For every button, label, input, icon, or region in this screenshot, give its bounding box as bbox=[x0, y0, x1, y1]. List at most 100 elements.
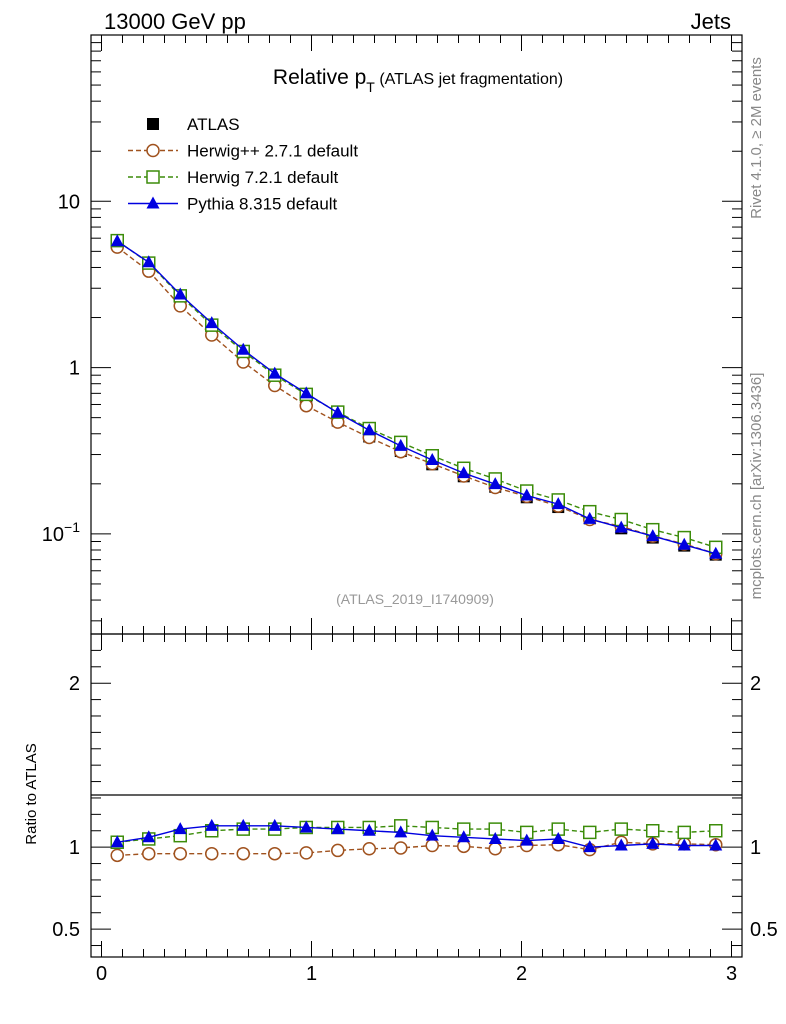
point-herwigpp bbox=[110, 848, 124, 863]
point-pythia bbox=[142, 255, 156, 268]
ratio-ylabel: Ratio to ATLAS bbox=[23, 743, 40, 844]
point-pythia bbox=[205, 818, 219, 831]
point-pythia bbox=[677, 838, 691, 851]
x-axis: 0 1 2 3 bbox=[96, 963, 737, 985]
y-tick-label-base: 10 bbox=[42, 524, 64, 546]
point-pythia bbox=[299, 820, 313, 833]
series-herwig7 bbox=[110, 233, 723, 555]
point-pythia bbox=[457, 466, 471, 479]
ratio-panel: Ratio to ATLAS 2 2 1 1 0.5 0.5 bbox=[23, 633, 778, 958]
point-pythia bbox=[488, 477, 502, 490]
series-herwigpp bbox=[110, 240, 723, 561]
y-tick-label: 10−1 bbox=[42, 519, 80, 546]
point-herwigpp bbox=[236, 846, 250, 861]
point-herwig7 bbox=[583, 825, 597, 840]
point-pythia bbox=[236, 818, 250, 831]
point-pythia bbox=[677, 537, 691, 550]
point-pythia bbox=[457, 830, 471, 843]
title-main: Relative p bbox=[273, 66, 366, 89]
legend-entry-herwig7: Herwig 7.2.1 default bbox=[128, 168, 338, 187]
point-pythia bbox=[173, 822, 187, 835]
point-herwigpp bbox=[488, 842, 502, 856]
point-pythia bbox=[362, 423, 376, 436]
y-tick-label: 10 bbox=[58, 191, 80, 213]
x-tick-label: 2 bbox=[516, 963, 527, 985]
mcplots-label: mcplots.cern.ch [arXiv:1306.3436] bbox=[748, 373, 765, 600]
point-pythia bbox=[205, 316, 219, 329]
point-pythia bbox=[236, 342, 250, 355]
main-series-layer bbox=[110, 233, 723, 561]
point-pythia bbox=[614, 520, 628, 533]
y-tick-label-exp: −1 bbox=[64, 519, 80, 535]
rivet-label: Rivet 4.1.0, ≥ 2M events bbox=[748, 57, 765, 219]
point-pythia bbox=[394, 825, 408, 838]
point-pythia bbox=[614, 838, 628, 851]
point-herwigpp bbox=[425, 838, 439, 853]
ratio-series-layer bbox=[110, 818, 723, 863]
legend-marker-atlas bbox=[147, 118, 159, 130]
series-herwigpp bbox=[110, 835, 723, 863]
point-pythia bbox=[646, 529, 660, 542]
series-atlas bbox=[111, 237, 722, 561]
point-herwig7 bbox=[709, 824, 723, 838]
point-herwigpp bbox=[394, 841, 408, 855]
series-pythia bbox=[110, 818, 723, 853]
point-herwigpp bbox=[331, 843, 345, 858]
legend-marker-herwig7 bbox=[146, 170, 160, 184]
point-pythia bbox=[142, 830, 156, 843]
legend-entry-atlas: ATLAS bbox=[147, 115, 240, 134]
point-pythia bbox=[583, 840, 597, 853]
series-line-pythia bbox=[116, 240, 716, 555]
point-pythia bbox=[583, 511, 597, 524]
point-pythia bbox=[362, 823, 376, 836]
ratio-y-tick-label-right: 0.5 bbox=[750, 919, 778, 941]
legend-label-atlas: ATLAS bbox=[187, 115, 240, 134]
ratio-y-tick-label: 2 bbox=[69, 673, 80, 695]
point-herwig7 bbox=[614, 822, 628, 836]
point-herwigpp bbox=[142, 846, 156, 861]
point-pythia bbox=[331, 822, 345, 835]
point-pythia bbox=[394, 438, 408, 451]
point-pythia bbox=[551, 831, 565, 844]
ratio-y-tick-label-right: 2 bbox=[750, 673, 761, 695]
legend-entry-pythia: Pythia 8.315 default bbox=[128, 195, 338, 214]
watermark: (ATLAS_2019_I1740909) bbox=[336, 591, 494, 607]
point-pythia bbox=[299, 386, 313, 399]
chart-title: Relative pT (ATLAS jet fragmentation) bbox=[273, 66, 563, 95]
title-extra: (ATLAS jet fragmentation) bbox=[379, 71, 563, 88]
legend-entry-herwigpp: Herwig++ 2.7.1 default bbox=[128, 142, 358, 161]
series-pythia bbox=[110, 234, 723, 559]
series-line-herwigpp bbox=[116, 246, 716, 555]
header-right: Jets bbox=[691, 9, 731, 34]
point-pythia bbox=[173, 287, 187, 300]
point-pythia bbox=[488, 831, 502, 844]
legend-label-herwig7: Herwig 7.2.1 default bbox=[187, 168, 338, 187]
legend: ATLAS Herwig++ 2.7.1 default Herwig 7.2.1 … bbox=[128, 115, 358, 214]
y-tick-label-base: 10 bbox=[58, 191, 80, 213]
point-herwig7 bbox=[646, 824, 660, 838]
x-tick-label: 3 bbox=[726, 963, 737, 985]
title-sub: T bbox=[366, 79, 375, 95]
header-left: 13000 GeV pp bbox=[104, 9, 246, 34]
point-pythia bbox=[709, 546, 723, 559]
series-line-pythia bbox=[117, 825, 716, 848]
series-line-herwig7 bbox=[116, 240, 716, 549]
x-tick-label: 1 bbox=[306, 963, 317, 985]
point-pythia bbox=[709, 838, 723, 851]
legend-marker-herwigpp bbox=[146, 143, 160, 158]
y-tick-label: 1 bbox=[69, 358, 80, 380]
ratio-y-tick-label: 0.5 bbox=[52, 919, 80, 941]
point-herwig7 bbox=[677, 825, 691, 840]
main-panel: Relative pT (ATLAS jet fragmentation) (A… bbox=[42, 34, 743, 635]
point-pythia bbox=[520, 488, 534, 501]
point-herwigpp bbox=[205, 846, 219, 861]
point-herwigpp bbox=[268, 846, 282, 861]
point-pythia bbox=[331, 405, 345, 418]
legend-marker-pythia bbox=[146, 196, 160, 209]
ratio-axes: 2 2 1 1 0.5 0.5 bbox=[52, 634, 778, 957]
point-pythia bbox=[425, 453, 439, 466]
point-herwigpp bbox=[299, 398, 313, 413]
ratio-y-tick-label-right: 1 bbox=[750, 837, 761, 859]
point-herwigpp bbox=[299, 846, 313, 860]
